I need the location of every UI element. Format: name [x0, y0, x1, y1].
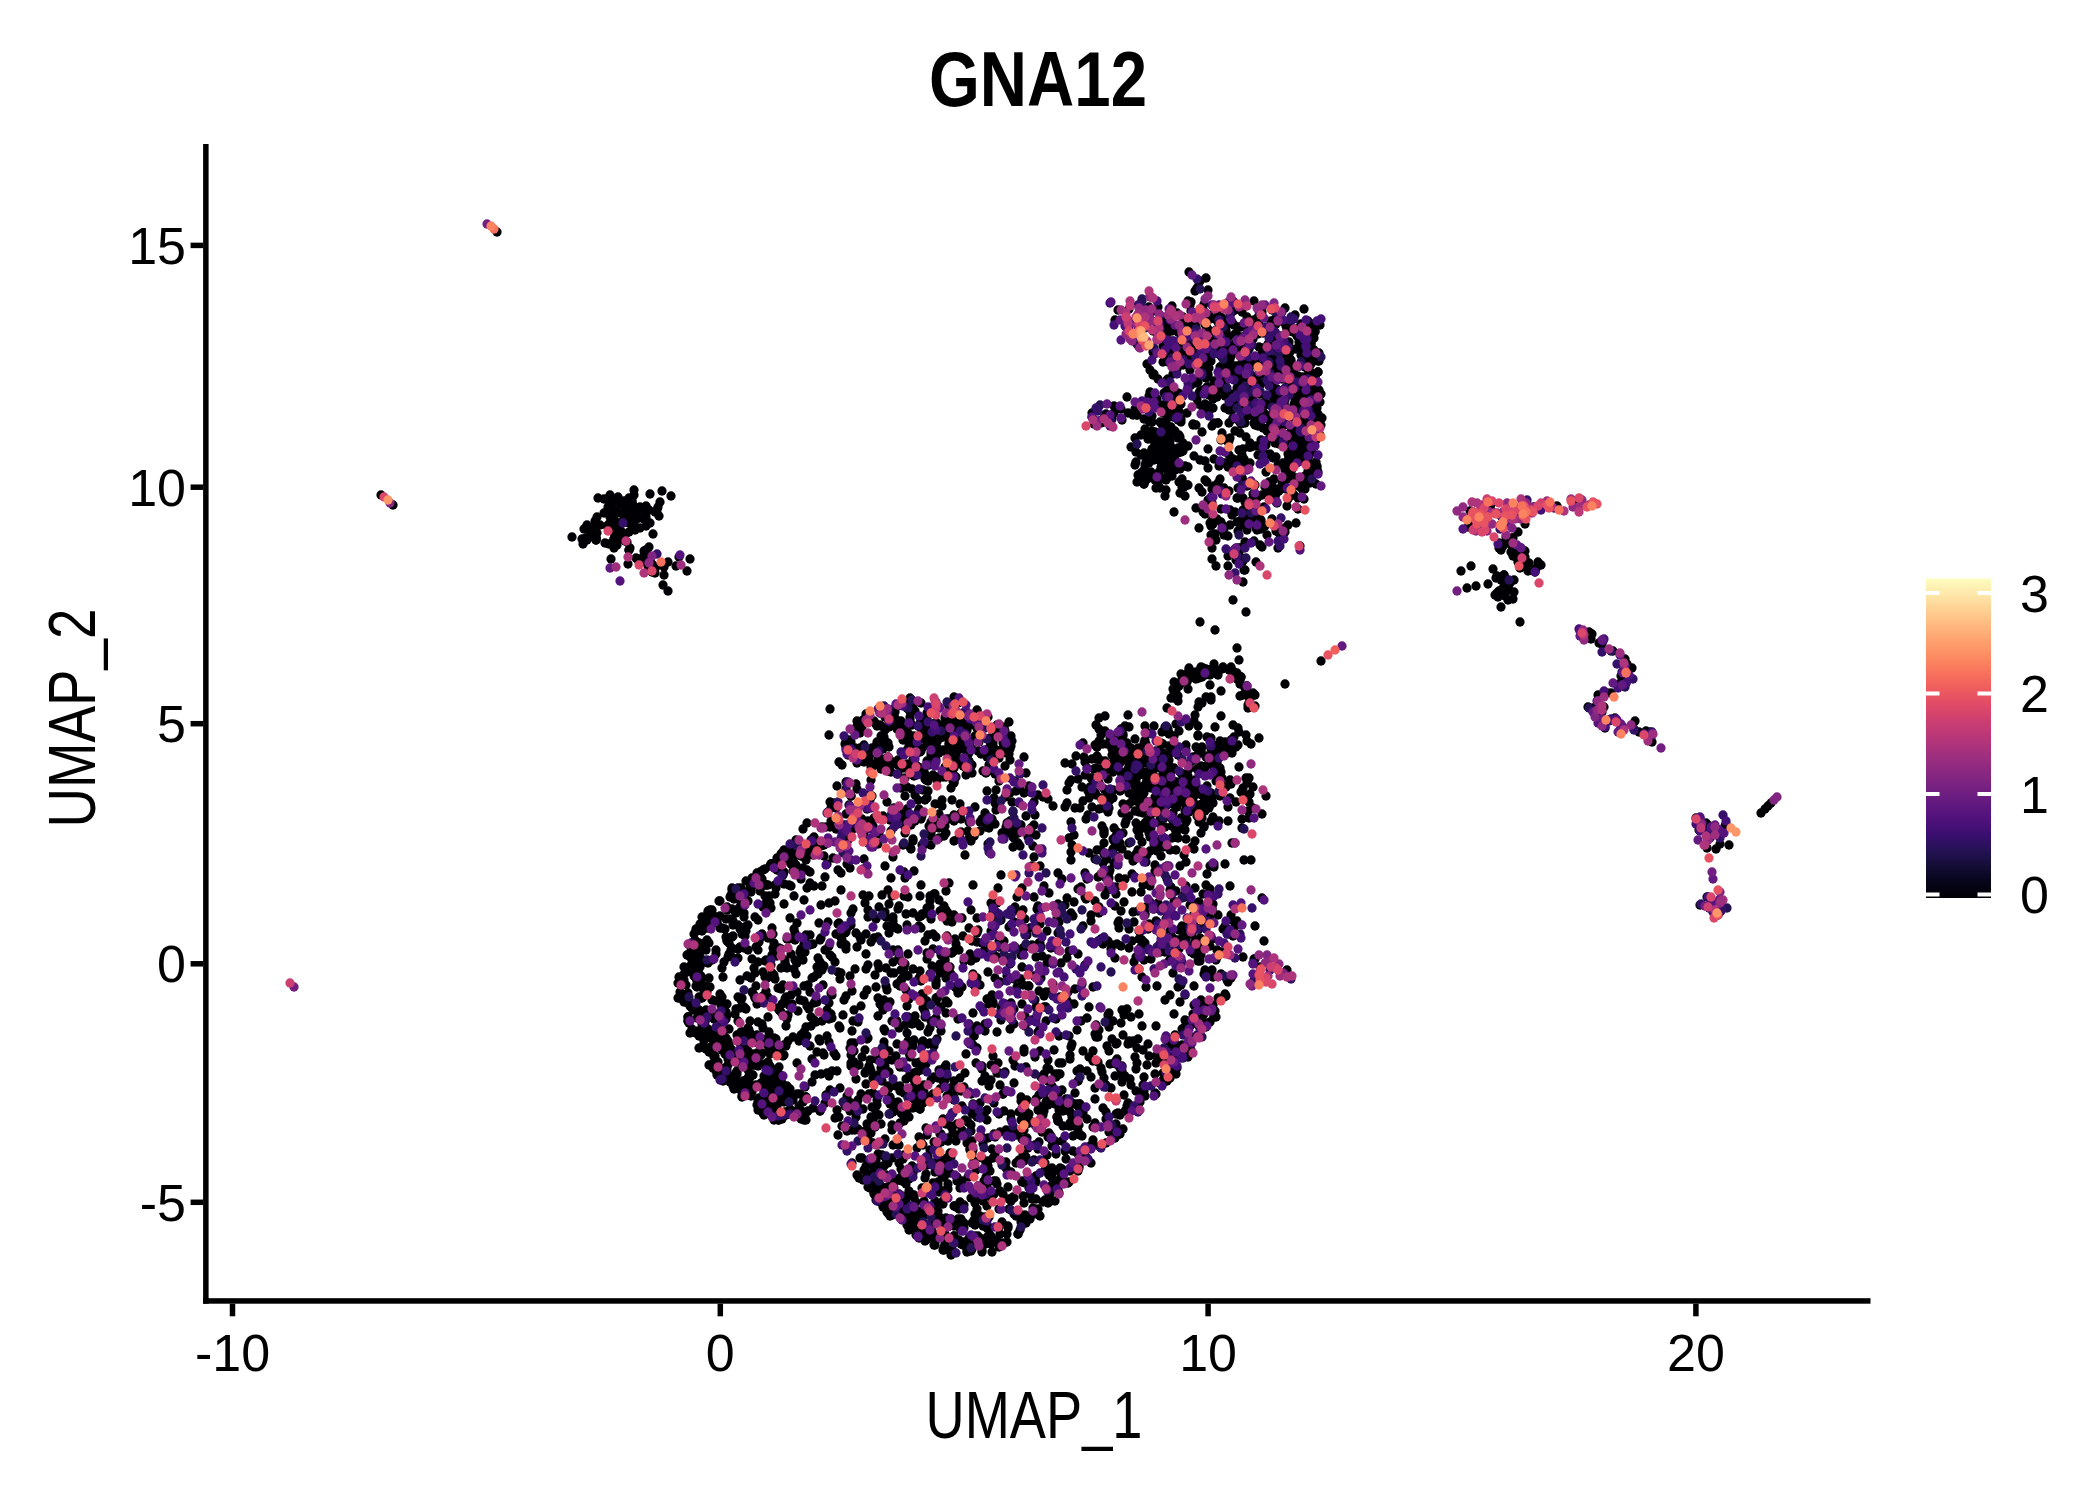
svg-text:3: 3 [2020, 565, 2049, 623]
svg-text:GNA12: GNA12 [929, 36, 1147, 122]
svg-text:20: 20 [1667, 1324, 1725, 1382]
svg-text:15: 15 [128, 217, 186, 275]
svg-text:10: 10 [1179, 1324, 1237, 1382]
svg-text:5: 5 [157, 695, 186, 753]
svg-text:0: 0 [706, 1324, 735, 1382]
svg-text:10: 10 [128, 459, 186, 517]
svg-text:UMAP_2: UMAP_2 [35, 609, 109, 828]
svg-text:0: 0 [2020, 866, 2049, 924]
svg-text:1: 1 [2020, 766, 2049, 824]
svg-text:2: 2 [2020, 665, 2049, 723]
svg-text:-5: -5 [140, 1174, 186, 1232]
svg-text:UMAP_1: UMAP_1 [926, 1378, 1143, 1452]
svg-text:-10: -10 [195, 1324, 270, 1382]
svg-text:0: 0 [157, 935, 186, 993]
